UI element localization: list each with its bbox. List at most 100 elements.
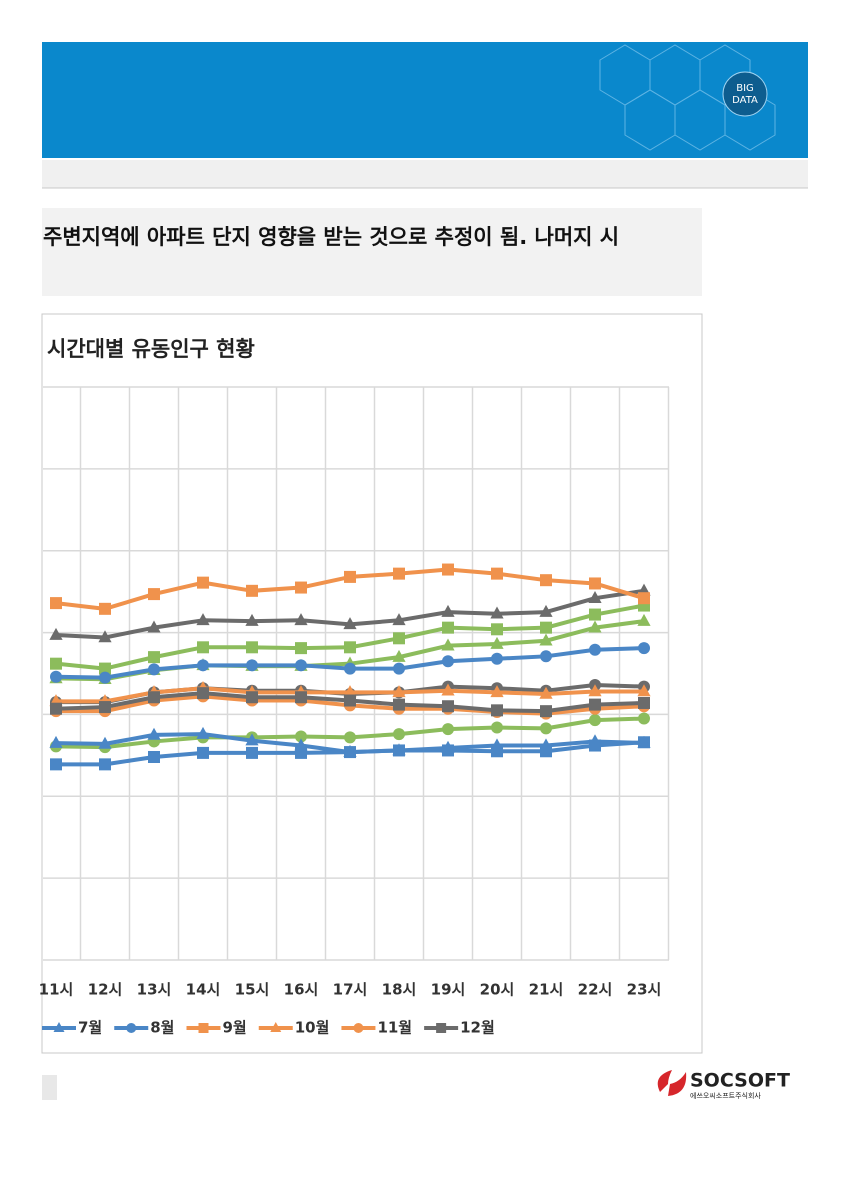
- point: [490, 636, 504, 649]
- point: [540, 621, 552, 634]
- point: [589, 643, 601, 656]
- page-tab: [42, 1075, 57, 1100]
- point: [589, 698, 601, 711]
- x-tick-label: 19시: [431, 981, 466, 999]
- point: [295, 659, 307, 672]
- point: [344, 662, 356, 675]
- point: [148, 691, 160, 704]
- point: [540, 722, 552, 735]
- logo-subtitle: 에쓰오씨소프트주식회사: [690, 1091, 761, 1100]
- x-tick-label: 16시: [284, 981, 319, 999]
- point: [98, 630, 112, 643]
- point: [539, 686, 553, 699]
- point: [246, 746, 258, 759]
- point: [441, 740, 455, 753]
- point: [294, 613, 308, 626]
- point: [295, 691, 307, 704]
- point: [588, 590, 602, 603]
- x-tick-label: 21시: [529, 981, 564, 999]
- point: [637, 735, 651, 748]
- point: [589, 577, 601, 590]
- point: [294, 738, 308, 751]
- point: [197, 576, 209, 589]
- point: [442, 621, 454, 634]
- point: [637, 684, 651, 697]
- point: [392, 649, 406, 662]
- point: [197, 659, 209, 672]
- point: [50, 702, 62, 715]
- point: [637, 613, 651, 626]
- point: [393, 567, 405, 580]
- point: [295, 730, 307, 743]
- point: [50, 758, 62, 771]
- point: [539, 738, 553, 751]
- point: [126, 1023, 137, 1033]
- point: [638, 696, 650, 709]
- point: [246, 691, 258, 704]
- logo-name: SOCSOFT: [690, 1070, 790, 1092]
- point: [344, 641, 356, 654]
- point: [393, 632, 405, 645]
- x-tick-label: 17시: [333, 981, 368, 999]
- point: [50, 597, 62, 610]
- legend-label: 9월: [223, 1019, 247, 1037]
- point: [491, 721, 503, 734]
- point: [393, 728, 405, 741]
- point: [148, 750, 160, 763]
- point: [490, 738, 504, 751]
- point: [50, 657, 62, 670]
- point: [353, 1023, 364, 1033]
- point: [148, 663, 160, 676]
- point: [441, 683, 455, 696]
- plot: 11시 12시 13시 14시 15시 16시 17시 18시 19시 20시 21시 22시 23시 7…: [39, 386, 670, 1037]
- point: [589, 608, 601, 621]
- point: [588, 620, 602, 633]
- x-tick-label: 15시: [235, 981, 270, 999]
- point: [53, 1022, 65, 1032]
- legend-label: 11월: [377, 1019, 412, 1037]
- point: [98, 736, 112, 749]
- point: [99, 662, 111, 675]
- point: [442, 563, 454, 576]
- badge-text: DATA: [732, 95, 758, 106]
- legend-label: 12월: [460, 1019, 495, 1037]
- point: [393, 698, 405, 711]
- paragraph: 주변지역에 아파트 단지 영향을 받는 것으로 추정이 됨. 나머지 시: [43, 225, 619, 249]
- point: [436, 1023, 447, 1033]
- point: [540, 705, 552, 718]
- point: [148, 588, 160, 601]
- point: [588, 734, 602, 747]
- point: [343, 744, 357, 757]
- text-box: [42, 208, 702, 296]
- chart-title: 시간대별 유동인구 현황: [47, 337, 255, 361]
- point: [197, 687, 209, 700]
- point: [539, 604, 553, 617]
- x-tick-label: 18시: [382, 981, 417, 999]
- point: [99, 671, 111, 684]
- legend-label: 10월: [295, 1019, 330, 1037]
- point: [392, 743, 406, 756]
- point: [392, 613, 406, 626]
- point: [344, 731, 356, 744]
- point: [196, 613, 210, 626]
- point: [441, 604, 455, 617]
- point: [392, 685, 406, 698]
- point: [539, 633, 553, 646]
- point: [197, 641, 209, 654]
- x-tick-label: 22시: [578, 981, 613, 999]
- point: [198, 1023, 209, 1033]
- point: [588, 684, 602, 697]
- point: [245, 613, 259, 626]
- point: [441, 638, 455, 651]
- point: [540, 650, 552, 663]
- point: [344, 570, 356, 583]
- point: [295, 581, 307, 594]
- x-tick-label: 20시: [480, 981, 515, 999]
- x-tick-label: 14시: [186, 981, 221, 999]
- point: [491, 623, 503, 636]
- x-tick-label: 11시: [39, 981, 74, 999]
- point: [589, 714, 601, 727]
- point: [638, 712, 650, 725]
